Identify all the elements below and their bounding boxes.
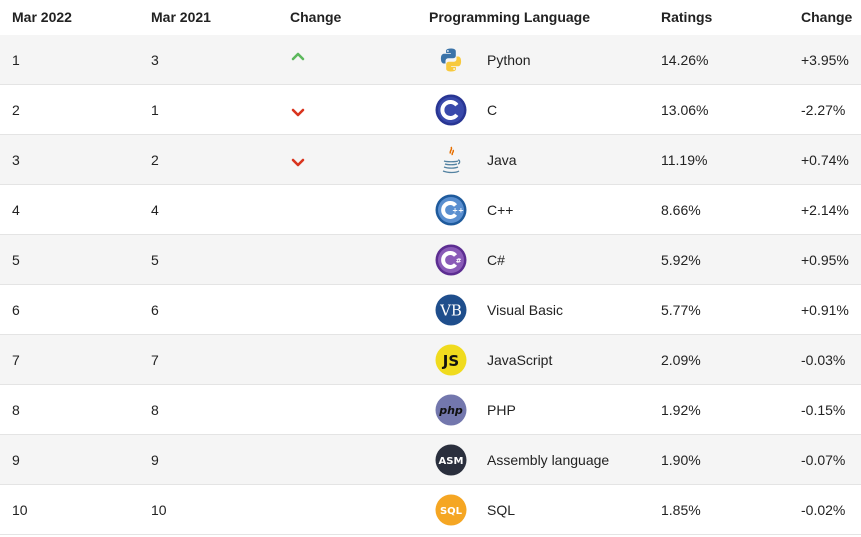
rating-cell: 5.77% — [661, 302, 701, 318]
row-divider — [0, 484, 861, 485]
svg-text:++: ++ — [452, 207, 464, 215]
rating-cell: 8.66% — [661, 202, 701, 218]
c-logo-icon — [434, 93, 468, 127]
rank-prev-cell: 9 — [151, 452, 159, 468]
header-rank-now[interactable]: Mar 2022 — [12, 9, 72, 25]
rank-now-cell: 1 — [12, 52, 20, 68]
rating-change-cell: -0.07% — [801, 452, 846, 468]
rating-cell: 5.92% — [661, 252, 701, 268]
row-divider — [0, 134, 861, 135]
table-row[interactable]: 2 1 C 13.06% -2.27% — [0, 85, 861, 135]
rank-prev-cell: 2 — [151, 152, 159, 168]
language-name-cell: Visual Basic — [487, 302, 564, 318]
rating-cell: 14.26% — [661, 52, 709, 68]
row-divider — [0, 84, 861, 85]
svg-text:VB: VB — [439, 302, 462, 320]
language-name-cell: PHP — [487, 402, 516, 418]
rating-cell: 2.09% — [661, 352, 701, 368]
arrow-down-icon — [291, 105, 305, 117]
rating-cell: 1.92% — [661, 402, 701, 418]
table-row[interactable]: 8 8 php PHP 1.92% -0.15% — [0, 385, 861, 435]
rank-prev-cell: 1 — [151, 102, 159, 118]
header-delta[interactable]: Change — [801, 9, 853, 25]
rank-prev-cell: 7 — [151, 352, 159, 368]
rank-now-cell: 7 — [12, 352, 20, 368]
row-divider — [0, 234, 861, 235]
rating-change-cell: -0.03% — [801, 352, 846, 368]
java-logo-icon — [434, 143, 468, 177]
rank-now-cell: 9 — [12, 452, 20, 468]
row-divider — [0, 534, 861, 535]
rating-cell: 13.06% — [661, 102, 709, 118]
header-change[interactable]: Change — [290, 9, 342, 25]
rating-change-cell: +0.74% — [801, 152, 849, 168]
header-language[interactable]: Programming Language — [429, 9, 591, 25]
table-row[interactable]: 3 2 Java 11.19% +0.74% — [0, 135, 861, 185]
svg-text:JS: JS — [442, 352, 459, 370]
rating-change-cell: -2.27% — [801, 102, 846, 118]
rank-now-cell: 8 — [12, 402, 20, 418]
rating-change-cell: +3.95% — [801, 52, 849, 68]
language-name-cell: Assembly language — [487, 452, 610, 468]
rating-change-cell: -0.15% — [801, 402, 846, 418]
sql-logo-icon: SQL — [434, 493, 468, 527]
language-name-cell: SQL — [487, 502, 516, 518]
rank-now-cell: 5 — [12, 252, 20, 268]
arrow-down-icon — [291, 155, 305, 167]
rank-prev-cell: 8 — [151, 402, 159, 418]
language-name-cell: Python — [487, 52, 531, 68]
rank-now-cell: 4 — [12, 202, 20, 218]
row-divider — [0, 184, 861, 185]
table-header: Mar 2022 Mar 2021 Change Programming Lan… — [0, 0, 861, 34]
rating-change-cell: +2.14% — [801, 202, 849, 218]
row-divider — [0, 334, 861, 335]
language-name-cell: Java — [487, 152, 517, 168]
rating-cell: 11.19% — [661, 152, 708, 168]
rank-now-cell: 6 — [12, 302, 20, 318]
language-name-cell: C++ — [487, 202, 514, 218]
table-row[interactable]: 1 3 Python 14.26% +3.95% — [0, 35, 861, 85]
rating-change-cell: -0.02% — [801, 502, 846, 518]
table-row[interactable]: 5 5 # C# 5.92% +0.95% — [0, 235, 861, 285]
visual-basic-logo-icon: VB — [434, 293, 468, 327]
svg-text:ASM: ASM — [439, 456, 464, 467]
rating-cell: 1.85% — [661, 502, 701, 518]
csharp-logo-icon: # — [434, 243, 468, 277]
header-rank-prev[interactable]: Mar 2021 — [151, 9, 211, 25]
assembly-logo-icon: ASM — [434, 443, 468, 477]
rank-prev-cell: 10 — [151, 502, 167, 518]
table-row[interactable]: 6 6 VB Visual Basic 5.77% +0.91% — [0, 285, 861, 335]
rating-cell: 1.90% — [661, 452, 701, 468]
rating-change-cell: +0.91% — [801, 302, 849, 318]
language-name-cell: C# — [487, 252, 505, 268]
rank-prev-cell: 4 — [151, 202, 159, 218]
table-row[interactable]: 7 7 JS JavaScript 2.09% -0.03% — [0, 335, 861, 385]
rank-now-cell: 10 — [12, 502, 28, 518]
language-name-cell: JavaScript — [487, 352, 553, 368]
row-divider — [0, 284, 861, 285]
rank-prev-cell: 6 — [151, 302, 159, 318]
rank-prev-cell: 3 — [151, 52, 159, 68]
rank-now-cell: 3 — [12, 152, 20, 168]
svg-text:SQL: SQL — [440, 506, 463, 517]
svg-text:#: # — [456, 257, 462, 265]
table-row[interactable]: 10 10 SQL SQL 1.85% -0.02% — [0, 485, 861, 535]
rating-change-cell: +0.95% — [801, 252, 849, 268]
table-row[interactable]: 4 4 ++ C++ 8.66% +2.14% — [0, 185, 861, 235]
header-ratings[interactable]: Ratings — [661, 9, 713, 25]
row-divider — [0, 434, 861, 435]
rank-now-cell: 2 — [12, 102, 20, 118]
cpp-logo-icon: ++ — [434, 193, 468, 227]
row-divider — [0, 384, 861, 385]
php-logo-icon: php — [434, 393, 468, 427]
python-logo-icon — [434, 43, 468, 77]
svg-text:php: php — [438, 404, 463, 417]
language-name-cell: C — [487, 102, 498, 118]
rank-prev-cell: 5 — [151, 252, 159, 268]
javascript-logo-icon: JS — [434, 343, 468, 377]
arrow-up-icon — [291, 48, 305, 61]
table-row[interactable]: 9 9 ASM Assembly language 1.90% -0.07% — [0, 435, 861, 485]
